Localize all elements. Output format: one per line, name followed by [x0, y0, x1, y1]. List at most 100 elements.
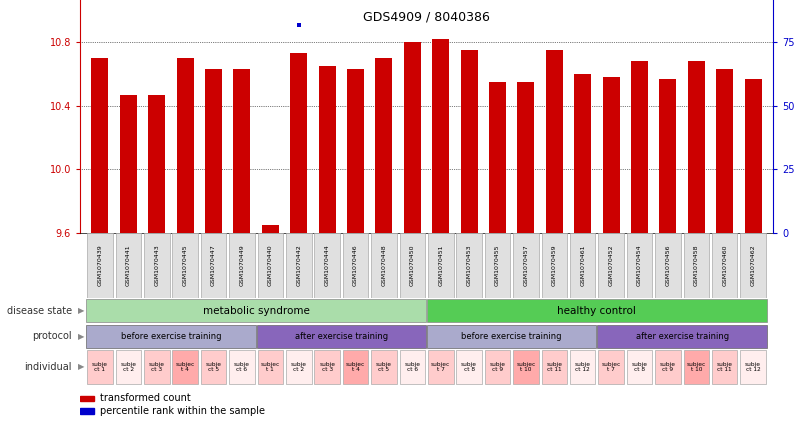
- FancyBboxPatch shape: [286, 350, 312, 384]
- FancyBboxPatch shape: [598, 350, 624, 384]
- Text: subje
ct 2: subje ct 2: [291, 362, 307, 372]
- Bar: [574, 74, 591, 423]
- FancyBboxPatch shape: [314, 233, 340, 297]
- Bar: [290, 53, 308, 423]
- FancyBboxPatch shape: [457, 233, 482, 297]
- Text: subje
ct 3: subje ct 3: [319, 362, 335, 372]
- Text: after exercise training: after exercise training: [635, 332, 729, 341]
- Text: before exercise training: before exercise training: [461, 332, 562, 341]
- Bar: [205, 69, 222, 423]
- FancyBboxPatch shape: [427, 325, 596, 348]
- FancyBboxPatch shape: [286, 233, 312, 297]
- Bar: [545, 50, 563, 423]
- Text: subjec
t 10: subjec t 10: [686, 362, 706, 372]
- Text: GSM1070453: GSM1070453: [467, 244, 472, 286]
- Text: subje
ct 6: subje ct 6: [405, 362, 421, 372]
- FancyBboxPatch shape: [427, 299, 767, 322]
- FancyBboxPatch shape: [201, 350, 227, 384]
- Text: disease state: disease state: [7, 306, 72, 316]
- FancyBboxPatch shape: [229, 350, 255, 384]
- Text: subje
ct 5: subje ct 5: [206, 362, 222, 372]
- Bar: [80, 409, 95, 414]
- FancyBboxPatch shape: [740, 350, 766, 384]
- FancyBboxPatch shape: [626, 233, 652, 297]
- FancyBboxPatch shape: [371, 233, 396, 297]
- FancyBboxPatch shape: [371, 350, 396, 384]
- Text: GSM1070461: GSM1070461: [580, 244, 586, 286]
- Text: subje
ct 5: subje ct 5: [376, 362, 392, 372]
- Bar: [602, 77, 620, 423]
- Bar: [148, 95, 165, 423]
- Text: GSM1070456: GSM1070456: [666, 244, 670, 286]
- Bar: [80, 396, 95, 401]
- Bar: [489, 82, 506, 423]
- FancyBboxPatch shape: [570, 350, 595, 384]
- Text: subje
ct 8: subje ct 8: [631, 362, 647, 372]
- Text: ▶: ▶: [78, 332, 84, 341]
- Text: subjec
t 4: subjec t 4: [346, 362, 365, 372]
- FancyBboxPatch shape: [485, 350, 510, 384]
- Bar: [716, 69, 733, 423]
- Text: GSM1070459: GSM1070459: [552, 244, 557, 286]
- Bar: [688, 61, 705, 423]
- Text: GSM1070439: GSM1070439: [98, 244, 103, 286]
- Text: subje
ct 3: subje ct 3: [149, 362, 165, 372]
- Bar: [745, 79, 762, 423]
- Text: individual: individual: [25, 362, 72, 372]
- FancyBboxPatch shape: [87, 350, 113, 384]
- FancyBboxPatch shape: [513, 350, 539, 384]
- FancyBboxPatch shape: [172, 350, 198, 384]
- Text: GSM1070444: GSM1070444: [324, 244, 330, 286]
- FancyBboxPatch shape: [683, 233, 709, 297]
- Text: subje
ct 2: subje ct 2: [120, 362, 136, 372]
- FancyBboxPatch shape: [400, 350, 425, 384]
- FancyBboxPatch shape: [428, 350, 453, 384]
- Text: subje
ct 9: subje ct 9: [489, 362, 505, 372]
- Text: GSM1070442: GSM1070442: [296, 244, 301, 286]
- Text: subjec
t 10: subjec t 10: [517, 362, 536, 372]
- FancyBboxPatch shape: [87, 299, 426, 322]
- Text: GSM1070450: GSM1070450: [410, 244, 415, 286]
- Bar: [319, 66, 336, 423]
- Text: GDS4909 / 8040386: GDS4909 / 8040386: [363, 11, 490, 24]
- FancyBboxPatch shape: [428, 233, 453, 297]
- FancyBboxPatch shape: [655, 233, 681, 297]
- Bar: [120, 95, 137, 423]
- FancyBboxPatch shape: [144, 233, 170, 297]
- Text: GSM1070448: GSM1070448: [381, 244, 386, 286]
- Text: GSM1070451: GSM1070451: [438, 244, 443, 286]
- Text: subje
ct 12: subje ct 12: [574, 362, 590, 372]
- Bar: [433, 39, 449, 423]
- Text: GSM1070449: GSM1070449: [239, 244, 244, 286]
- Text: subje
ct 12: subje ct 12: [745, 362, 761, 372]
- FancyBboxPatch shape: [87, 233, 113, 297]
- FancyBboxPatch shape: [683, 350, 709, 384]
- Text: subjec
t 4: subjec t 4: [175, 362, 195, 372]
- Text: percentile rank within the sample: percentile rank within the sample: [100, 406, 265, 416]
- FancyBboxPatch shape: [144, 350, 170, 384]
- Text: ▶: ▶: [78, 306, 84, 316]
- Text: subje
ct 9: subje ct 9: [660, 362, 676, 372]
- Bar: [233, 69, 251, 423]
- Text: GSM1070440: GSM1070440: [268, 244, 273, 286]
- Text: GSM1070460: GSM1070460: [723, 244, 727, 286]
- Text: healthy control: healthy control: [557, 306, 636, 316]
- Text: before exercise training: before exercise training: [121, 332, 221, 341]
- FancyBboxPatch shape: [201, 233, 227, 297]
- FancyBboxPatch shape: [712, 350, 738, 384]
- Bar: [262, 225, 279, 423]
- FancyBboxPatch shape: [343, 233, 368, 297]
- FancyBboxPatch shape: [400, 233, 425, 297]
- Point: [292, 21, 305, 28]
- FancyBboxPatch shape: [626, 350, 652, 384]
- Text: GSM1070443: GSM1070443: [155, 244, 159, 286]
- Text: GSM1070445: GSM1070445: [183, 244, 187, 286]
- Bar: [177, 58, 194, 423]
- Text: metabolic syndrome: metabolic syndrome: [203, 306, 310, 316]
- Text: subje
ct 1: subje ct 1: [92, 362, 108, 372]
- FancyBboxPatch shape: [115, 233, 141, 297]
- Text: subje
ct 11: subje ct 11: [717, 362, 733, 372]
- Text: GSM1070462: GSM1070462: [751, 244, 755, 286]
- FancyBboxPatch shape: [712, 233, 738, 297]
- FancyBboxPatch shape: [229, 233, 255, 297]
